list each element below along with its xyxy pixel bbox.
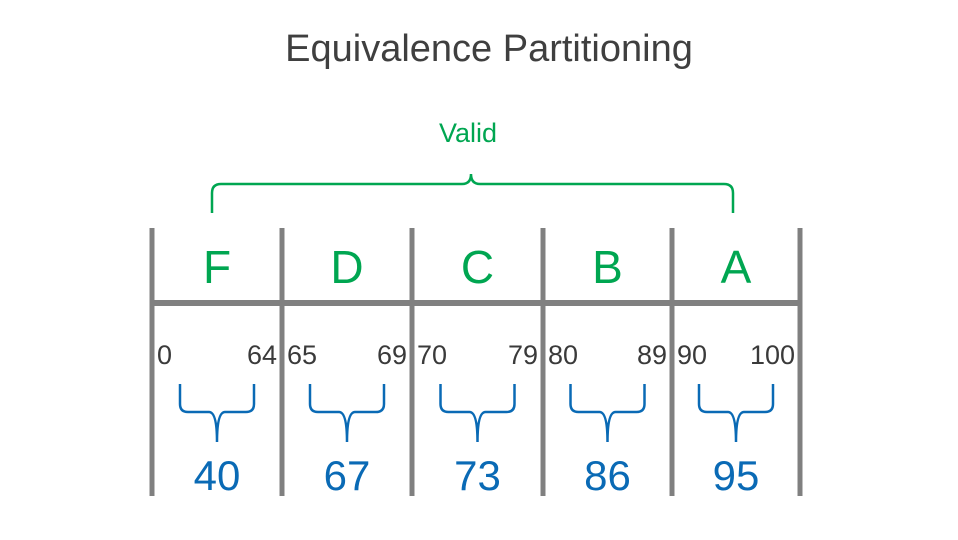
sample-value: 67 xyxy=(324,452,371,499)
range-high-value: 69 xyxy=(377,340,407,370)
grade-label: C xyxy=(461,241,494,293)
sample-value: 86 xyxy=(584,452,631,499)
valid-label: Valid xyxy=(439,118,497,148)
partition-column: B 80 89 86 xyxy=(548,241,667,499)
range-brace xyxy=(178,384,256,443)
sample-value: 95 xyxy=(713,452,760,499)
range-low-value: 65 xyxy=(287,340,317,370)
partition-grid xyxy=(149,228,803,496)
grade-label: B xyxy=(592,241,623,293)
range-brace xyxy=(439,384,516,443)
range-high-value: 64 xyxy=(247,340,277,370)
partition-column: D 65 69 67 xyxy=(287,241,407,499)
grade-label: A xyxy=(721,241,752,293)
diagram-title: Equivalence Partitioning xyxy=(285,28,693,70)
valid-brace xyxy=(210,173,735,213)
sample-value: 40 xyxy=(194,452,241,499)
range-brace xyxy=(697,384,775,443)
range-low-value: 90 xyxy=(677,340,707,370)
grade-label: D xyxy=(330,241,363,293)
range-high-value: 100 xyxy=(750,340,795,370)
range-brace xyxy=(569,384,646,443)
range-brace xyxy=(308,384,386,443)
partition-column: F 0 64 40 xyxy=(157,241,277,499)
partition-column: C 70 79 73 xyxy=(417,241,538,499)
sample-value: 73 xyxy=(454,452,501,499)
range-low-value: 70 xyxy=(417,340,447,370)
grade-label: F xyxy=(203,241,231,293)
range-high-value: 79 xyxy=(508,340,538,370)
range-low-value: 0 xyxy=(157,340,172,370)
range-high-value: 89 xyxy=(637,340,667,370)
partition-columns: F 0 64 40 D 65 69 67 C 70 79 73 B 80 89 86 A 90 100 95 xyxy=(157,241,795,499)
partition-column: A 90 100 95 xyxy=(677,241,795,499)
range-low-value: 80 xyxy=(548,340,578,370)
